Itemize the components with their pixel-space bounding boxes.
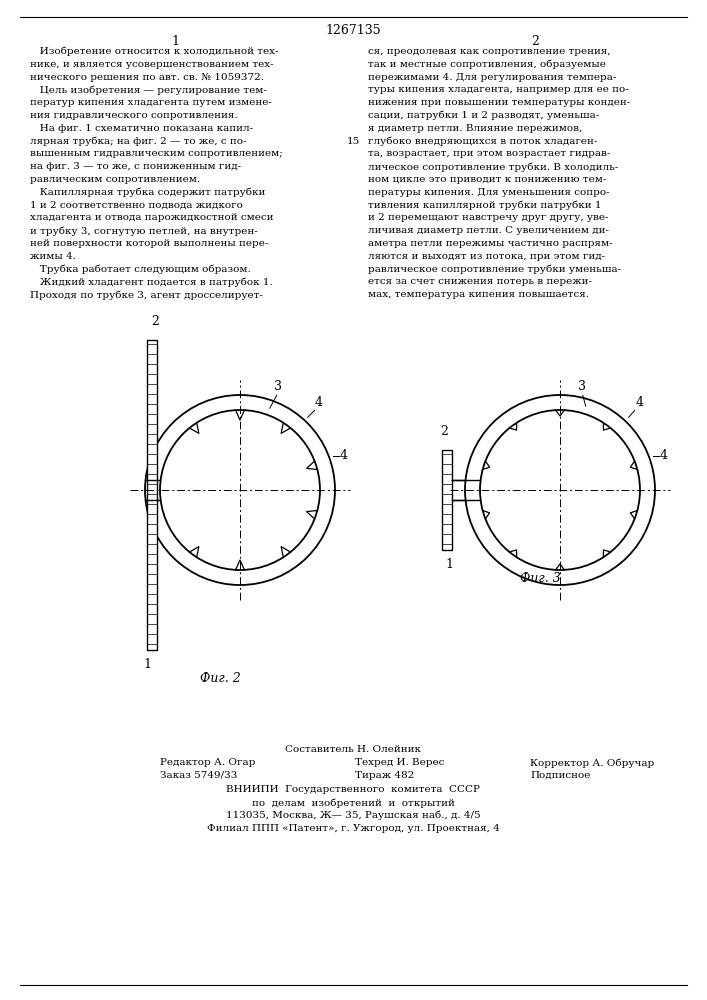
Text: тивления капиллярной трубки патрубки 1: тивления капиллярной трубки патрубки 1 [368,201,602,210]
Text: Тираж 482: Тираж 482 [355,771,414,780]
Text: Цель изобретения — регулирование тем-: Цель изобретения — регулирование тем- [30,85,267,95]
Text: лическое сопротивление трубки. В холодиль-: лическое сопротивление трубки. В холодил… [368,162,618,172]
Text: аметра петли пережимы частично распрям-: аметра петли пережимы частично распрям- [368,239,613,248]
Text: ния гидравлического сопротивления.: ния гидравлического сопротивления. [30,111,238,120]
Text: 2: 2 [440,425,448,438]
Text: 1: 1 [143,658,151,671]
Text: Редактор А. Огар: Редактор А. Огар [160,758,255,767]
Text: сации, патрубки 1 и 2 разводят, уменьша-: сации, патрубки 1 и 2 разводят, уменьша- [368,111,600,120]
Text: по  делам  изобретений  и  открытий: по делам изобретений и открытий [252,798,455,808]
Text: нике, и является усовершенствованием тех-: нике, и является усовершенствованием тех… [30,60,274,69]
Text: нижения при повышении температуры конден-: нижения при повышении температуры конден… [368,98,630,107]
Text: 1: 1 [171,35,179,48]
Text: Проходя по трубке 3, агент дросселирует-: Проходя по трубке 3, агент дросселирует- [30,290,263,300]
Text: глубоко внедряющихся в поток хладаген-: глубоко внедряющихся в поток хладаген- [368,137,597,146]
Text: хладагента и отвода парожидкостной смеси: хладагента и отвода парожидкостной смеси [30,213,274,222]
Text: 2: 2 [531,35,539,48]
Text: так и местные сопротивления, образуемые: так и местные сопротивления, образуемые [368,60,606,69]
Text: и трубку 3, согнутую петлей, на внутрен-: и трубку 3, согнутую петлей, на внутрен- [30,226,258,236]
Text: ней поверхности которой выполнены пере-: ней поверхности которой выполнены пере- [30,239,269,248]
Text: туры кипения хладагента, например для ее по-: туры кипения хладагента, например для ее… [368,85,629,94]
Text: нического решения по авт. св. № 1059372.: нического решения по авт. св. № 1059372. [30,73,264,82]
Bar [147,340,157,650]
Text: Подписное: Подписное [530,771,590,780]
Text: пературы кипения. Для уменьшения сопро-: пературы кипения. Для уменьшения сопро- [368,188,609,197]
Text: 4: 4 [636,396,643,409]
Text: я диаметр петли. Влияние пережимов,: я диаметр петли. Влияние пережимов, [368,124,583,133]
Text: 3: 3 [578,380,586,393]
Text: 2: 2 [151,315,159,328]
Text: на фиг. 3 — то же, с пониженным гид-: на фиг. 3 — то же, с пониженным гид- [30,162,241,171]
Bar [442,450,452,550]
Text: Трубка работает следующим образом.: Трубка работает следующим образом. [30,265,251,274]
Text: На фиг. 1 схематично показана капил-: На фиг. 1 схематично показана капил- [30,124,253,133]
Text: жимы 4.: жимы 4. [30,252,76,261]
Text: Корректор А. Обручар: Корректор А. Обручар [530,758,654,768]
Text: та, возрастает, при этом возрастает гидрав-: та, возрастает, при этом возрастает гидр… [368,149,610,158]
Text: 1: 1 [445,558,453,571]
Text: равлическое сопротивление трубки уменьша-: равлическое сопротивление трубки уменьша… [368,265,621,274]
Text: ператур кипения хладагента путем измене-: ператур кипения хладагента путем измене- [30,98,272,107]
Text: Техред И. Верес: Техред И. Верес [355,758,445,767]
Text: 4: 4 [660,449,668,462]
Text: ном цикле это приводит к понижению тем-: ном цикле это приводит к понижению тем- [368,175,607,184]
Text: личивая диаметр петли. С увеличением ди-: личивая диаметр петли. С увеличением ди- [368,226,609,235]
Text: Фиг. 2: Фиг. 2 [200,672,241,685]
Text: равлическим сопротивлением.: равлическим сопротивлением. [30,175,200,184]
Text: мах, температура кипения повышается.: мах, температура кипения повышается. [368,290,589,299]
Text: 4: 4 [340,449,348,462]
Text: ВНИИПИ  Государственного  комитета  СССР: ВНИИПИ Государственного комитета СССР [226,785,480,794]
Text: Составитель Н. Олейник: Составитель Н. Олейник [285,745,421,754]
Text: Фиг. 3: Фиг. 3 [520,572,561,585]
Text: лярная трубка; на фиг. 2 — то же, с по-: лярная трубка; на фиг. 2 — то же, с по- [30,137,247,146]
Text: вышенным гидравлическим сопротивлением;: вышенным гидравлическим сопротивлением; [30,149,283,158]
Text: 15: 15 [346,137,360,146]
Text: 1 и 2 соответственно подвода жидкого: 1 и 2 соответственно подвода жидкого [30,201,243,210]
Text: Изобретение относится к холодильной тех-: Изобретение относится к холодильной тех- [30,47,279,56]
Text: 113035, Москва, Ж— 35, Раушская наб., д. 4/5: 113035, Москва, Ж— 35, Раушская наб., д.… [226,811,480,820]
Text: Капиллярная трубка содержит патрубки: Капиллярная трубка содержит патрубки [30,188,265,197]
Text: 4: 4 [315,396,322,409]
Text: 1267135: 1267135 [325,24,381,37]
Text: Филиал ППП «Патент», г. Ужгород, ул. Проектная, 4: Филиал ППП «Патент», г. Ужгород, ул. Про… [206,824,499,833]
Text: ется за счет снижения потерь в пережи-: ется за счет снижения потерь в пережи- [368,277,592,286]
Text: и 2 перемещают навстречу друг другу, уве-: и 2 перемещают навстречу друг другу, уве… [368,213,609,222]
Text: ляются и выходят из потока, при этом гид-: ляются и выходят из потока, при этом гид… [368,252,605,261]
Text: ся, преодолевая как сопротивление трения,: ся, преодолевая как сопротивление трения… [368,47,611,56]
Text: Заказ 5749/33: Заказ 5749/33 [160,771,238,780]
Text: пережимами 4. Для регулирования темпера-: пережимами 4. Для регулирования темпера- [368,73,617,82]
Text: 3: 3 [274,380,282,393]
Text: Жидкий хладагент подается в патрубок 1.: Жидкий хладагент подается в патрубок 1. [30,277,273,287]
